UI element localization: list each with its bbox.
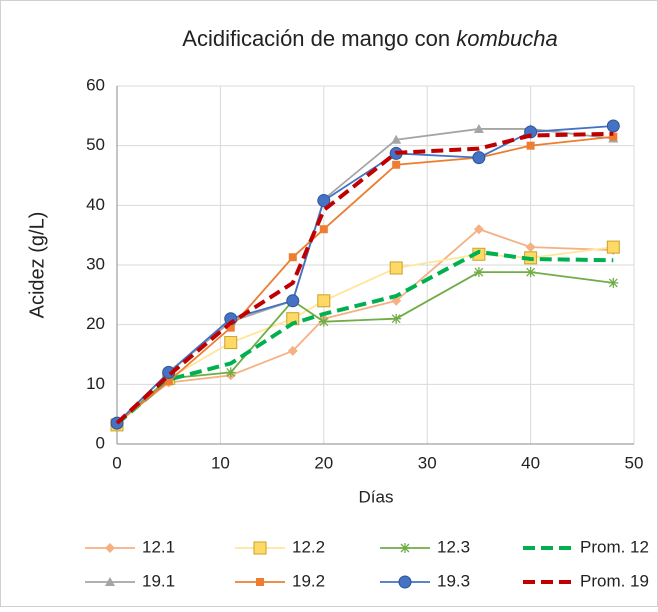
x-tick-label: 40 xyxy=(521,453,540,472)
marker xyxy=(473,123,484,133)
series-line xyxy=(115,131,614,425)
title-emphasis: kombucha xyxy=(456,26,558,51)
marker xyxy=(609,132,618,141)
marker xyxy=(287,345,298,356)
marker xyxy=(389,261,403,275)
marker xyxy=(288,253,297,262)
legend-label: 12.3 xyxy=(437,537,470,556)
marker xyxy=(225,367,236,378)
marker xyxy=(473,224,484,235)
legend-label: 19.1 xyxy=(142,571,175,590)
marker xyxy=(286,294,300,308)
marker xyxy=(224,336,238,350)
y-tick-label: 20 xyxy=(86,314,105,333)
legend-label: 19.3 xyxy=(437,571,470,590)
legend-marker xyxy=(256,578,264,586)
legend-label: Prom. 12 xyxy=(580,537,649,556)
x-tick-label: 10 xyxy=(211,453,230,472)
marker xyxy=(525,242,536,253)
marker xyxy=(472,151,486,165)
marker xyxy=(473,267,484,278)
marker xyxy=(226,323,235,332)
marker xyxy=(164,377,173,386)
marker xyxy=(391,313,402,324)
y-axis-label: Acidez (g/L) xyxy=(26,212,48,319)
marker xyxy=(526,141,535,150)
legend-label: 12.1 xyxy=(142,537,175,556)
legend-label: 12.2 xyxy=(292,537,325,556)
series-line xyxy=(115,249,614,426)
y-tick-label: 10 xyxy=(86,374,105,393)
x-tick-label: 30 xyxy=(418,453,437,472)
marker xyxy=(606,240,620,254)
legend-label: Prom. 19 xyxy=(580,571,649,590)
legend-label: 19.2 xyxy=(292,571,325,590)
legend-marker xyxy=(398,575,412,589)
legend-marker xyxy=(253,541,267,555)
title-text: Acidificación de mango con xyxy=(182,26,450,51)
legend-marker xyxy=(105,543,115,553)
marker xyxy=(608,277,619,288)
marker xyxy=(318,316,329,327)
marker xyxy=(392,160,401,169)
marker xyxy=(317,294,331,308)
marker xyxy=(525,267,536,278)
y-tick-label: 0 xyxy=(96,433,105,452)
chart-title: Acidificación de mango con kombucha xyxy=(182,26,557,51)
legend-marker xyxy=(105,577,115,586)
marker xyxy=(391,134,402,144)
marker xyxy=(606,119,620,133)
marker xyxy=(319,225,328,234)
marker xyxy=(317,194,331,208)
y-tick-label: 40 xyxy=(86,195,105,214)
x-tick-label: 20 xyxy=(314,453,333,472)
legend-marker xyxy=(400,543,410,553)
x-axis-label: Días xyxy=(359,487,394,506)
y-tick-label: 60 xyxy=(86,75,105,94)
x-tick-label: 0 xyxy=(112,453,121,472)
y-tick-label: 50 xyxy=(86,135,105,154)
x-tick-label: 50 xyxy=(625,453,644,472)
y-tick-label: 30 xyxy=(86,254,105,273)
